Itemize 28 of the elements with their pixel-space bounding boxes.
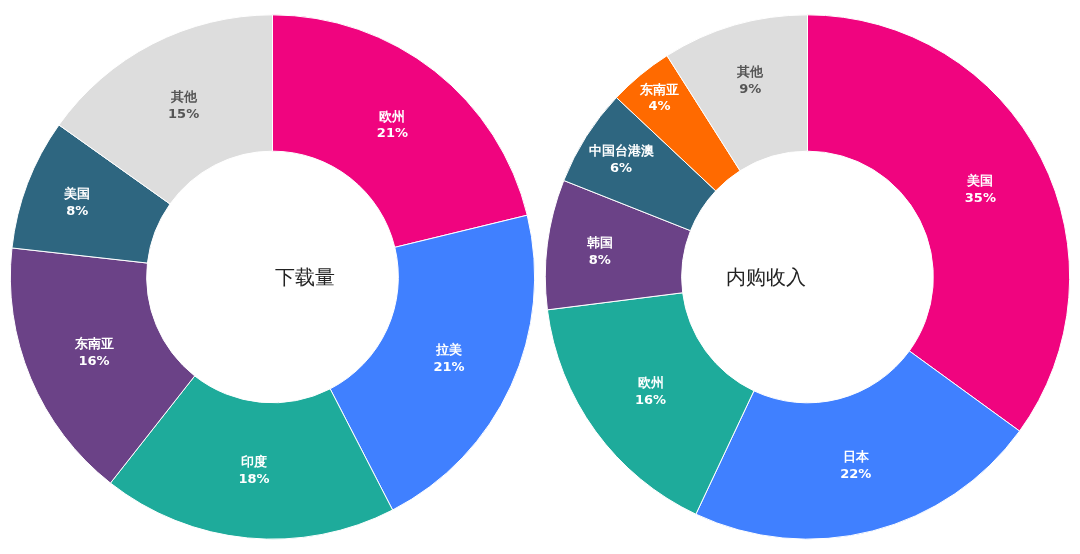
data-label: 35% [964, 189, 996, 205]
slice-label: 美国 [63, 186, 91, 202]
slice-label: 东南亚 [639, 81, 680, 97]
slice-label: 日本 [842, 448, 870, 464]
slice-label: 其他 [169, 88, 198, 104]
data-label: 16% [78, 352, 110, 368]
data-label: 21% [376, 125, 408, 141]
data-label: 8% [588, 251, 611, 267]
data-label: 18% [238, 471, 270, 487]
data-label: 15% [168, 105, 200, 121]
text: 内购收入 [726, 265, 806, 289]
data-label: 8% [66, 203, 89, 219]
slice-label: 东南亚 [73, 336, 114, 351]
slice-label: 美国 [966, 172, 994, 188]
slice-label: 欧州 [379, 108, 406, 124]
data-label: 6% [610, 159, 633, 175]
slice-label: 印度 [241, 454, 268, 470]
text: 下载量 [275, 265, 335, 289]
slice-label: 中国台港澳 [588, 142, 654, 158]
data-label: 22% [840, 465, 872, 481]
slice-label: 其他 [736, 64, 765, 80]
slice-label: 欧州 [637, 375, 664, 391]
slice-label: 拉美 [434, 341, 462, 357]
data-label: 4% [648, 98, 671, 114]
data-label: 16% [635, 391, 667, 407]
data-label: 9% [739, 81, 762, 97]
data-label: 21% [433, 358, 465, 374]
slice-label: 韩国 [585, 234, 613, 250]
